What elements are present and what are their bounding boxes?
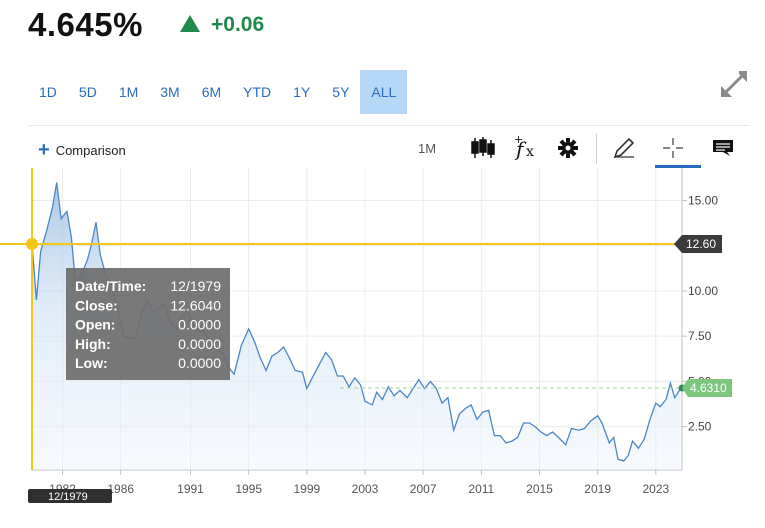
- range-1d[interactable]: 1D: [39, 84, 57, 100]
- candlestick-icon[interactable]: [469, 134, 497, 162]
- tooltip-key: Close:: [75, 297, 118, 313]
- tooltip-key: Date/Time:: [75, 278, 146, 294]
- crosshair-active-indicator: [655, 165, 701, 168]
- tooltip-value: 0.0000: [178, 317, 221, 333]
- crosshair-date-label: 12/1979: [48, 491, 88, 503]
- series-area: [32, 182, 681, 470]
- function-icon[interactable]: + f x: [512, 134, 540, 162]
- range-ytd[interactable]: YTD: [243, 84, 272, 100]
- x-tick-label: 2003: [352, 482, 379, 496]
- crosshair-date-badge: [28, 489, 112, 503]
- y-tick-label: 2.50: [688, 420, 712, 434]
- x-tick-label: 1991: [177, 482, 204, 496]
- last-value-label: 4.6310: [690, 381, 727, 395]
- price-change: +0.06: [211, 13, 265, 36]
- interval-selector[interactable]: 1M: [418, 141, 437, 156]
- range-1m[interactable]: 1M: [118, 84, 139, 100]
- toolbar-divider: [28, 125, 750, 126]
- x-tick-label: 1995: [235, 482, 262, 496]
- toolbar-tool-divider: [596, 134, 597, 164]
- pencil-icon[interactable]: [610, 134, 638, 162]
- range-all[interactable]: ALL: [360, 70, 408, 114]
- x-tick-label: 2015: [526, 482, 553, 496]
- y-tick-label: 10.00: [688, 284, 718, 298]
- x-tick-label: 1986: [107, 482, 134, 496]
- comparison-button[interactable]: + Comparison: [38, 139, 126, 161]
- tooltip-key: Open:: [75, 317, 115, 333]
- y-tick-label: 7.50: [688, 329, 712, 343]
- range-selector: 1D 5D 1M 3M 6M YTD 1Y 5Y ALL: [28, 70, 408, 114]
- expand-icon[interactable]: [718, 68, 750, 100]
- tooltip-key: Low:: [75, 355, 108, 371]
- svg-text:+: +: [514, 134, 523, 146]
- last-value-tag: [682, 379, 732, 398]
- crosshair-value-tag: [674, 234, 722, 253]
- plus-icon: +: [38, 139, 50, 161]
- comparison-label: Comparison: [55, 142, 126, 158]
- x-tick-label: 2011: [468, 482, 494, 496]
- gear-icon[interactable]: [554, 134, 582, 162]
- x-tick-label: 1999: [293, 482, 320, 496]
- svg-text:x: x: [526, 144, 534, 160]
- tooltip-value: 0.0000: [178, 355, 221, 371]
- x-tick-label: 2007: [410, 482, 437, 496]
- x-tick-label: 2019: [584, 482, 611, 496]
- range-3m[interactable]: 3M: [160, 84, 180, 100]
- tooltip-box: [66, 268, 230, 380]
- range-5d[interactable]: 5D: [78, 84, 97, 100]
- crosshair-value-label: 12.60: [686, 237, 716, 251]
- range-1y[interactable]: 1Y: [293, 84, 311, 100]
- price-value: 4.645%: [28, 6, 143, 43]
- comment-icon[interactable]: [709, 134, 737, 162]
- up-arrow-icon: [180, 15, 200, 32]
- crosshair-icon[interactable]: [659, 134, 687, 162]
- tooltip-key: High:: [75, 336, 111, 352]
- range-5y[interactable]: 5Y: [332, 84, 350, 100]
- crosshair-point: [26, 237, 38, 250]
- tooltip-value: 12/1979: [170, 278, 221, 294]
- y-tick-label: 15.00: [688, 194, 718, 208]
- tooltip-value: 0.0000: [178, 336, 221, 352]
- tooltip-value: 12.6040: [170, 297, 221, 313]
- x-tick-label: 2023: [642, 482, 669, 496]
- range-6m[interactable]: 6M: [201, 84, 222, 100]
